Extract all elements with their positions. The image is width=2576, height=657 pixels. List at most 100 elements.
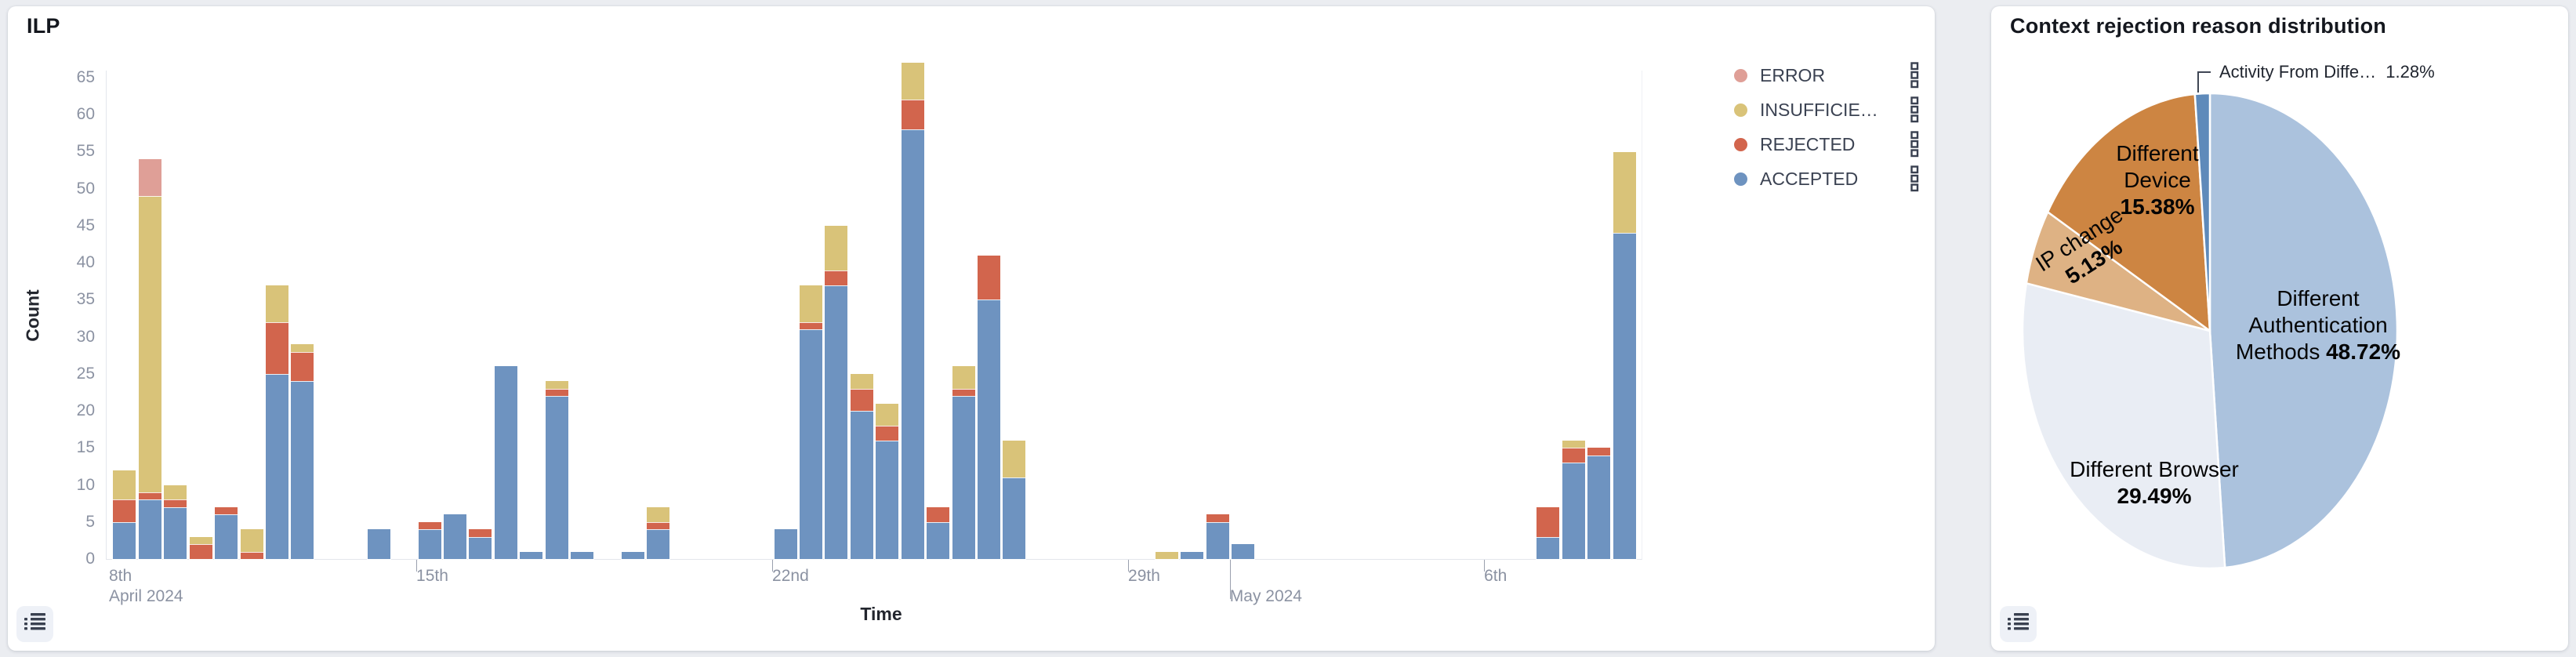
bar-segment-insufficient[interactable] xyxy=(647,506,670,522)
bar-segment-accepted[interactable] xyxy=(977,299,1000,559)
bar-segment-accepted[interactable] xyxy=(469,536,492,559)
bar-segment-rejected[interactable] xyxy=(1537,506,1560,537)
bar-segment-accepted[interactable] xyxy=(1562,463,1585,559)
bar-segment-insufficient[interactable] xyxy=(1003,440,1026,478)
bar-segment-insufficient[interactable] xyxy=(1562,440,1585,448)
bar-segment-rejected[interactable] xyxy=(1587,448,1611,456)
bar-segment-rejected[interactable] xyxy=(113,499,136,522)
bar-segment-insufficient[interactable] xyxy=(876,403,899,426)
bar-segment-insufficient[interactable] xyxy=(240,529,263,552)
bar-segment-accepted[interactable] xyxy=(1537,536,1560,559)
bar-segment-accepted[interactable] xyxy=(774,529,797,559)
bar-segment-insufficient[interactable] xyxy=(825,225,848,270)
bar-segment-insufficient[interactable] xyxy=(1613,151,1636,234)
bar-segment-insufficient[interactable] xyxy=(799,285,822,322)
bar-segment-accepted[interactable] xyxy=(520,551,543,559)
bar-segment-rejected[interactable] xyxy=(240,551,263,559)
bar-segment-insufficient[interactable] xyxy=(113,470,136,500)
bar-segment-insufficient[interactable] xyxy=(291,344,314,352)
bar-segment-rejected[interactable] xyxy=(138,492,161,500)
legend-drag-handle-icon[interactable] xyxy=(1910,96,1920,123)
y-tick-label: 10 xyxy=(76,475,95,494)
bar-segment-rejected[interactable] xyxy=(977,255,1000,300)
bar-series-container xyxy=(107,63,1642,559)
bar-segment-insufficient[interactable] xyxy=(901,63,924,100)
bar-segment-accepted[interactable] xyxy=(1232,544,1255,559)
legend-drag-handle-icon[interactable] xyxy=(1910,131,1920,158)
bar-segment-accepted[interactable] xyxy=(1206,521,1229,559)
legend-drag-handle-icon[interactable] xyxy=(1910,165,1920,192)
bar-segment-rejected[interactable] xyxy=(469,529,492,537)
legend-item-rejected[interactable]: REJECTED xyxy=(1734,132,1855,157)
pie-slice-activity-from-diffe-[interactable] xyxy=(2195,93,2210,331)
y-tick-label: 0 xyxy=(85,550,95,568)
bar-segment-rejected[interactable] xyxy=(1206,514,1229,522)
bar-segment-accepted[interactable] xyxy=(1613,233,1636,559)
bar-segment-rejected[interactable] xyxy=(876,425,899,441)
bar-segment-accepted[interactable] xyxy=(215,514,238,559)
bar-segment-rejected[interactable] xyxy=(850,388,873,412)
bar-segment-accepted[interactable] xyxy=(138,499,161,559)
pie-slice-different-device[interactable] xyxy=(2048,94,2210,331)
bar-segment-accepted[interactable] xyxy=(291,381,314,559)
bar-segment-rejected[interactable] xyxy=(952,388,975,397)
bar-segment-accepted[interactable] xyxy=(265,373,288,559)
y-tick-label: 65 xyxy=(76,68,95,86)
bar-segment-accepted[interactable] xyxy=(799,329,822,559)
legend-item-insufficie[interactable]: INSUFFICIE… xyxy=(1734,97,1878,122)
bar-segment-accepted[interactable] xyxy=(1181,551,1204,559)
bar-segment-insufficient[interactable] xyxy=(545,381,568,389)
list-icon xyxy=(24,612,45,636)
bar-segment-accepted[interactable] xyxy=(927,521,950,559)
bar-segment-accepted[interactable] xyxy=(901,129,924,559)
bar-segment-accepted[interactable] xyxy=(367,529,390,559)
bar-segment-insufficient[interactable] xyxy=(164,485,187,500)
legend-drag-handle-icon[interactable] xyxy=(1910,62,1920,89)
bar-segment-rejected[interactable] xyxy=(799,321,822,330)
bar-segment-accepted[interactable] xyxy=(494,366,517,559)
bar-segment-accepted[interactable] xyxy=(952,396,975,559)
bar-segment-accepted[interactable] xyxy=(621,551,644,559)
legend-color-dot xyxy=(1734,137,1747,151)
bar-segment-rejected[interactable] xyxy=(189,544,212,559)
bar-segment-rejected[interactable] xyxy=(927,506,950,522)
bar-segment-accepted[interactable] xyxy=(113,521,136,559)
bar-segment-insufficient[interactable] xyxy=(1155,551,1178,559)
bar-segment-rejected[interactable] xyxy=(291,351,314,382)
bar-segment-rejected[interactable] xyxy=(825,270,848,285)
bar-segment-accepted[interactable] xyxy=(443,514,466,559)
bar-segment-accepted[interactable] xyxy=(876,440,899,559)
bar-segment-accepted[interactable] xyxy=(418,529,441,559)
bar-segment-accepted[interactable] xyxy=(1587,455,1611,559)
bar-segment-insufficient[interactable] xyxy=(138,196,161,492)
bar-segment-accepted[interactable] xyxy=(825,285,848,559)
bar-segment-rejected[interactable] xyxy=(1562,448,1585,463)
bar-segment-insufficient[interactable] xyxy=(189,536,212,545)
bar-segment-accepted[interactable] xyxy=(571,551,594,559)
bar-segment-insufficient[interactable] xyxy=(952,366,975,389)
bar-segment-error[interactable] xyxy=(138,158,161,197)
bar-segment-accepted[interactable] xyxy=(850,411,873,559)
bar-segment-rejected[interactable] xyxy=(545,388,568,397)
bar-segment-accepted[interactable] xyxy=(545,396,568,559)
pie-slice-different-authentication-methods[interactable] xyxy=(2210,93,2397,568)
bar-segment-rejected[interactable] xyxy=(164,499,187,507)
y-tick-label: 20 xyxy=(76,401,95,420)
x-tick-label: 29th xyxy=(1128,567,1160,585)
x-tick-label: 8th xyxy=(109,567,132,585)
pie-slice-different-browser[interactable] xyxy=(2023,283,2225,568)
bar-segment-rejected[interactable] xyxy=(418,521,441,530)
bar-segment-accepted[interactable] xyxy=(1003,477,1026,559)
legend-item-error[interactable]: ERROR xyxy=(1734,63,1825,88)
legend-toolbox-button[interactable] xyxy=(16,606,53,642)
bar-segment-rejected[interactable] xyxy=(647,521,670,530)
bar-segment-insufficient[interactable] xyxy=(850,373,873,389)
bar-segment-accepted[interactable] xyxy=(647,529,670,559)
bar-segment-rejected[interactable] xyxy=(215,506,238,515)
bar-segment-insufficient[interactable] xyxy=(265,285,288,322)
legend-toolbox-button[interactable] xyxy=(2000,606,2037,642)
bar-segment-accepted[interactable] xyxy=(164,506,187,559)
bar-segment-rejected[interactable] xyxy=(265,321,288,374)
legend-item-accepted[interactable]: ACCEPTED xyxy=(1734,166,1858,191)
bar-segment-rejected[interactable] xyxy=(901,100,924,130)
